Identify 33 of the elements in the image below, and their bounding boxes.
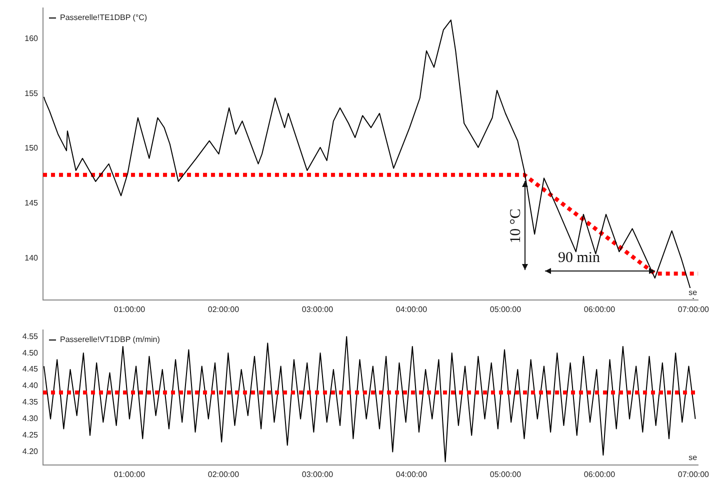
y-tick-label: 4.35 [22,398,39,407]
x-tick-label: 05:00:00 [490,470,522,480]
y-tick-label: 4.25 [22,430,39,440]
x-tick-label: 05:00:00 [490,305,522,314]
x-tick-label: 02:00:00 [208,305,240,314]
y-tick-label: 150 [24,144,39,153]
legend-label: Passerelle!VT1DBP (m/min) [60,335,160,344]
y-tick-label: 145 [24,198,39,208]
x-tick-label: 04:00:00 [396,470,428,480]
x-tick-label: 06:00:00 [584,470,616,480]
y-tick-label: 140 [24,253,39,262]
y-tick-label: 4.40 [22,381,39,390]
x-tick-label: 07:00:00 [678,305,710,314]
y-tick-label: 4.30 [22,414,39,424]
annotation: 90 min [558,250,601,266]
x-axis-title: se [688,288,698,298]
x-tick-label: 03:00:00 [302,470,334,480]
x-tick-label: 07:00:00 [678,470,710,480]
y-tick-label: 155 [24,88,39,98]
y-tick-label: 4.50 [22,348,39,358]
x-tick-label: 01:00:00 [114,305,146,314]
y-tick-label: 4.55 [22,332,39,341]
x-tick-label: 01:00:00 [114,470,146,480]
x-tick-label: 04:00:00 [396,305,428,314]
x-tick-label: 02:00:00 [208,470,240,480]
x-tick-label: 06:00:00 [584,305,616,314]
x-tick-label: 03:00:00 [302,305,334,314]
y-tick-label: 160 [24,34,39,43]
y-tick-label: 4.45 [22,364,39,374]
legend-label: Passerelle!TE1DBP (°C) [60,13,148,22]
annotation: 10 °C [508,208,524,244]
x-axis-title: se [688,453,698,462]
y-tick-label: 4.20 [22,447,39,456]
